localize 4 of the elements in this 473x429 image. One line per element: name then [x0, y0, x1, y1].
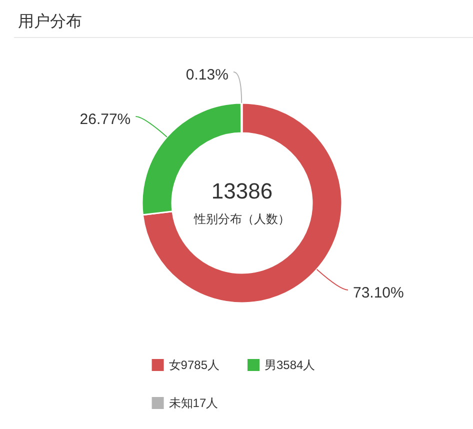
legend-label: 未知17人: [168, 396, 218, 410]
legend-label: 男3584人: [264, 358, 316, 372]
legend-label: 女9785人: [168, 358, 220, 372]
title: 用户分布: [18, 14, 82, 30]
